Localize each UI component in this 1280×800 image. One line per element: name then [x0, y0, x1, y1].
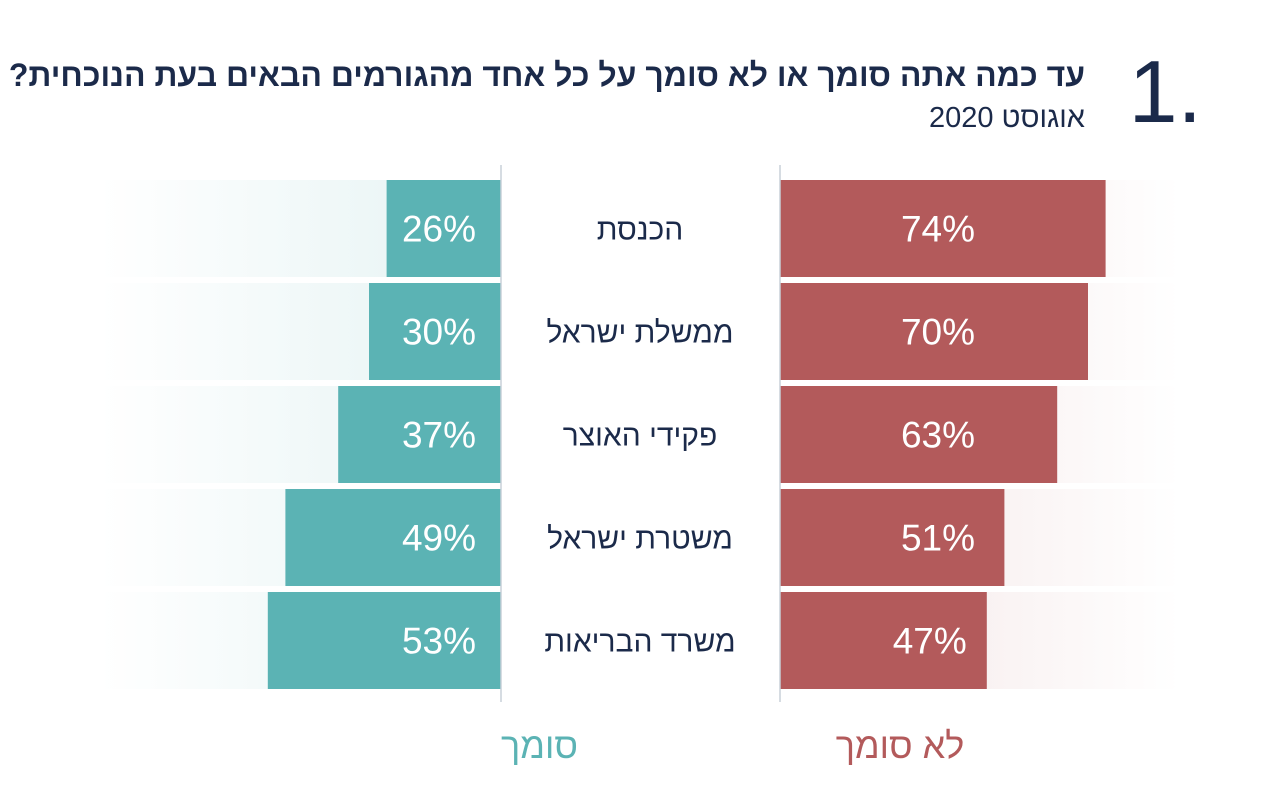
chart-subtitle: אוגוסט 2020 — [928, 102, 1085, 134]
distrust-value-label-1: 70% — [901, 312, 975, 353]
category-label-1: ממשלת ישראל — [546, 317, 733, 350]
category-label-3: משטרת ישראל — [547, 523, 733, 556]
trust-value-label-3: 49% — [402, 518, 476, 559]
trust-value-label-1: 30% — [402, 312, 476, 353]
category-label-0: הכנסת — [597, 214, 684, 247]
distrust-value-label-0: 74% — [901, 209, 975, 250]
chart-title: עד כמה אתה סומך או לא סומך על כל אחד מהג… — [8, 57, 1085, 93]
trust-bar-0 — [386, 180, 501, 277]
category-label-4: משרד הבריאות — [544, 626, 735, 659]
distrust-bar-1 — [780, 283, 1088, 380]
distrust-bar-0 — [780, 180, 1106, 277]
trust-bar-2 — [338, 386, 501, 483]
distrust-value-label-2: 63% — [901, 415, 975, 456]
category-label-2: פקידי האוצר — [563, 420, 718, 453]
distrust-value-label-3: 51% — [901, 518, 975, 559]
trust-value-label-4: 53% — [402, 621, 476, 662]
question-number: 1. — [1128, 42, 1202, 141]
trust-bar-3 — [285, 489, 501, 586]
legend-distrust: לא סומך — [836, 725, 965, 766]
distrust-bar-4 — [780, 592, 987, 689]
trust-value-label-0: 26% — [402, 209, 476, 250]
distrust-bar-3 — [780, 489, 1005, 586]
trust-bar-1 — [369, 283, 501, 380]
trust-bar-4 — [267, 592, 501, 689]
legend-trust: סומך — [501, 725, 578, 766]
trust-value-label-2: 37% — [402, 415, 476, 456]
chart-header: 1. עד כמה אתה סומך או לא סומך על כל אחד … — [0, 0, 1280, 150]
distrust-bar-2 — [780, 386, 1058, 483]
distrust-value-label-4: 47% — [893, 621, 967, 662]
